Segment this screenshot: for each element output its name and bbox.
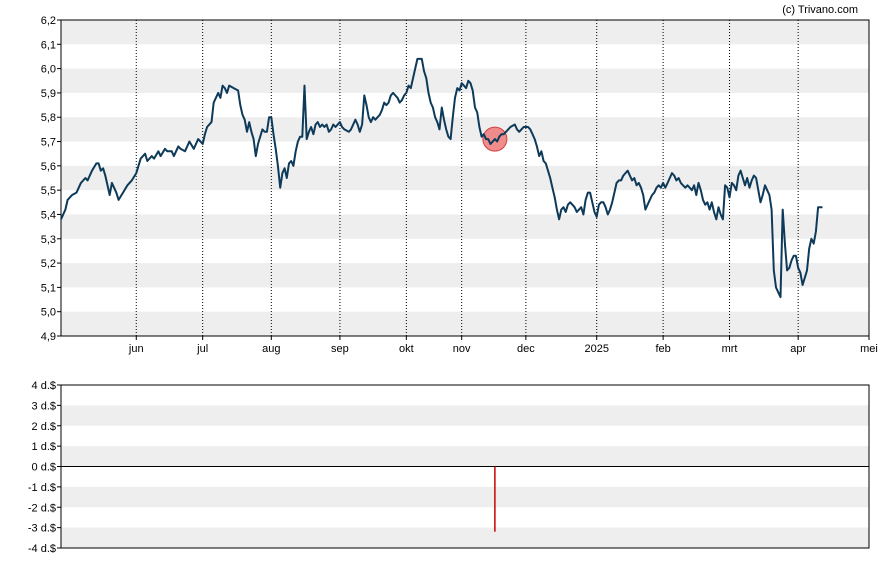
price-band — [61, 117, 869, 142]
dividend-y-tick-label: -4 d.$ — [28, 543, 56, 555]
price-y-tick-label: 6,0 — [41, 64, 56, 76]
price-y-tick-label: 5,5 — [41, 185, 56, 197]
price-y-tick-label: 5,6 — [41, 161, 56, 173]
price-band — [61, 311, 869, 336]
dividend-y-tick-label: 1 d.$ — [32, 441, 56, 453]
price-x-tick-label: dec — [517, 343, 535, 355]
price-x-tick-label: okt — [399, 343, 414, 355]
dividend-y-tick-label: 4 d.$ — [32, 380, 56, 392]
price-x-tick-label: feb — [655, 343, 670, 355]
price-chart: 4,9 5,0 5,1 5,2 5,3 5,4 5,5 5,6 5,7 5,8 5,9 6,0 6,1 6… — [41, 15, 878, 355]
price-y-tick-label: 6,2 — [41, 15, 56, 27]
price-y-tick-label: 4,9 — [41, 331, 56, 343]
price-y-tick-label: 5,8 — [41, 112, 56, 124]
price-band — [61, 214, 869, 239]
price-x-tick-label: aug — [262, 343, 280, 355]
price-band — [61, 263, 869, 288]
price-frame — [60, 19, 870, 337]
credit-text: (c) Trivano.com — [782, 4, 858, 16]
dividend-y-tick-label: -3 d.$ — [28, 523, 56, 535]
price-x-axis: jun jul aug sep okt nov dec 2025 feb mrt apr mei — [128, 336, 878, 355]
dividend-band — [61, 527, 869, 548]
price-bands — [61, 20, 869, 336]
price-x-tick-label: mei — [860, 343, 878, 355]
price-x-tick-label: mrt — [722, 343, 738, 355]
price-line — [60, 57, 823, 299]
price-y-tick-label: 5,7 — [41, 137, 56, 149]
price-y-tick-label: 5,9 — [41, 88, 56, 100]
dividend-band — [61, 405, 869, 426]
dividend-y-tick-label: 3 d.$ — [32, 400, 56, 412]
price-band — [61, 20, 869, 45]
price-y-tick-label: 6,1 — [41, 39, 56, 51]
dividend-bands — [61, 405, 869, 548]
price-x-tick-label: sep — [331, 343, 349, 355]
dividend-y-tick-label: -2 d.$ — [28, 502, 56, 514]
price-x-tick-label: 2025 — [584, 343, 608, 355]
price-y-tick-label: 5,1 — [41, 282, 56, 294]
dividend-y-axis: 4 d.$ 3 d.$ 2 d.$ 1 d.$ 0 d.$ -1 d.$ -2 d.$ -3 … — [28, 380, 61, 555]
dividend-y-tick-label: -1 d.$ — [28, 482, 56, 494]
dividend-y-tick-label: 0 d.$ — [32, 462, 56, 474]
price-x-tick-label: jul — [196, 343, 208, 355]
price-x-tick-label: apr — [790, 343, 806, 355]
price-y-tick-label: 5,0 — [41, 307, 56, 319]
dividend-band — [61, 446, 869, 467]
dividend-y-tick-label: 2 d.$ — [32, 421, 56, 433]
dividend-band — [61, 486, 869, 508]
price-y-tick-label: 5,2 — [41, 258, 56, 270]
dividend-frame — [60, 384, 870, 549]
price-band — [61, 68, 869, 93]
price-x-tick-label: jun — [128, 343, 144, 355]
price-y-tick-label: 5,4 — [41, 209, 56, 221]
dividend-chart: 4 d.$ 3 d.$ 2 d.$ 1 d.$ 0 d.$ -1 d.$ -2 d.$ -3 … — [28, 380, 870, 555]
price-y-axis: 4,9 5,0 5,1 5,2 5,3 5,4 5,5 5,6 5,7 5,8 5,9 6,0 6,1 6… — [41, 15, 61, 343]
price-y-tick-label: 5,3 — [41, 234, 56, 246]
price-x-tick-label: nov — [453, 343, 471, 355]
